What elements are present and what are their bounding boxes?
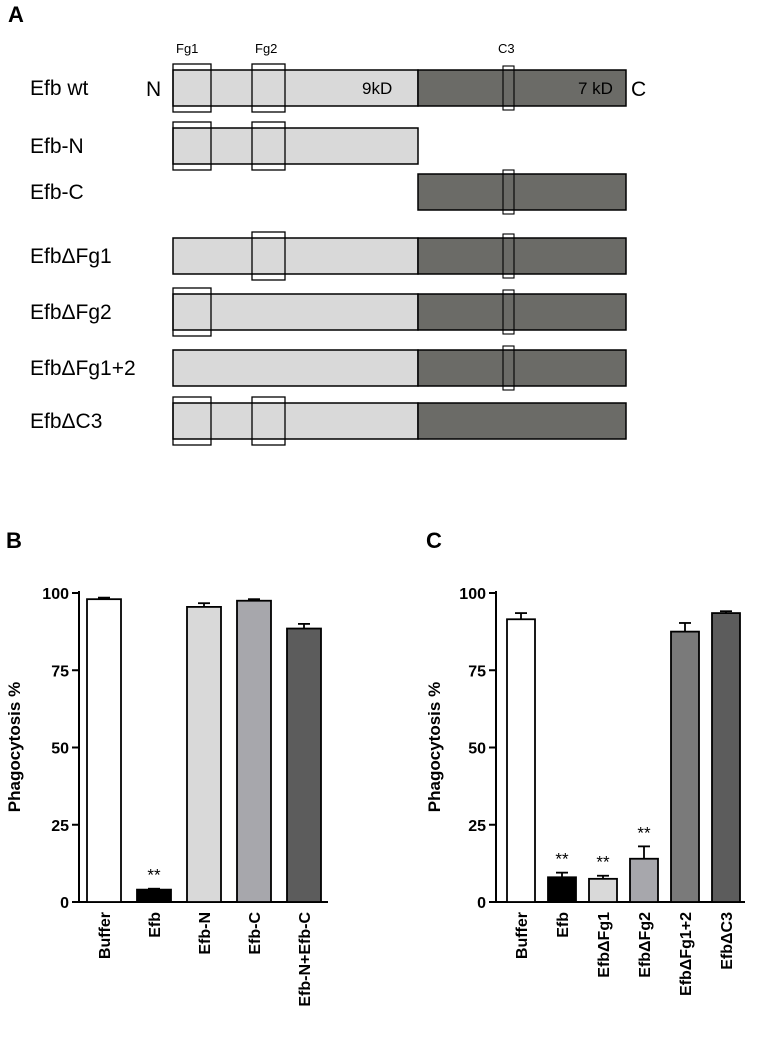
- bar: [506, 618, 536, 903]
- n-domain-block: [172, 237, 419, 275]
- y-tick-label: 75: [468, 663, 486, 680]
- significance-marker: **: [637, 823, 651, 842]
- c-domain-block: [417, 293, 627, 331]
- fg1-motif-box: [172, 287, 212, 337]
- fg2-motif-box: [251, 231, 286, 281]
- bar: [670, 630, 700, 903]
- panel-b-label: B: [6, 528, 22, 553]
- fg2-motif-box: [251, 63, 286, 113]
- construct-label: EfbΔFg1+2: [30, 357, 136, 380]
- n-domain-block: [172, 402, 419, 440]
- c3-motif-label: C3: [498, 41, 515, 56]
- panel-c-y-axis-title: Phagocytosis %: [425, 682, 444, 812]
- x-category-label: Efb: [555, 912, 572, 938]
- construct-label: EfbΔC3: [30, 410, 102, 433]
- fg2-motif-box: [251, 396, 286, 446]
- y-tick-label: 50: [51, 741, 69, 758]
- y-tick-label: 100: [42, 586, 69, 603]
- construct-label: Efb wt: [30, 77, 89, 100]
- y-tick-label: 0: [477, 895, 486, 912]
- y-tick-label: 50: [468, 741, 486, 758]
- n-domain-block: [172, 127, 419, 165]
- x-category-label: Efb-C: [247, 912, 264, 955]
- n-domain-block: [172, 349, 419, 387]
- construct-label: Efb-C: [30, 181, 84, 204]
- c3-motif-box: [502, 65, 515, 111]
- panel-b-bar-chart: B Phagocytosis % 0 25 50 75 100 Buffer ** Efb Ef…: [5, 528, 328, 1007]
- bar: [186, 606, 222, 903]
- y-tick-label: 25: [51, 818, 69, 835]
- significance-marker: **: [596, 853, 610, 872]
- fg2-motif-label: Fg2: [255, 41, 277, 56]
- bar: [588, 877, 618, 903]
- x-category-label: EfbΔFg1: [596, 912, 613, 978]
- x-category-label: Efb-N+Efb-C: [297, 912, 314, 1007]
- bar: [629, 857, 659, 903]
- c-domain-block: [417, 173, 627, 211]
- fg1-motif-label: Fg1: [176, 41, 198, 56]
- n-domain-size-label: 9kD: [362, 79, 392, 98]
- x-category-label: EfbΔFg1+2: [678, 912, 695, 996]
- c-domain-block: [417, 402, 627, 440]
- x-category-label: Buffer: [514, 912, 531, 959]
- panel-c-label: C: [426, 528, 442, 553]
- construct-label: EfbΔFg2: [30, 301, 112, 324]
- x-category-label: Efb: [147, 912, 164, 938]
- c3-motif-box: [502, 169, 515, 215]
- bar: [711, 612, 741, 903]
- panel-a-label: A: [8, 2, 24, 27]
- c-domain-block: [417, 349, 627, 387]
- construct-label: Efb-N: [30, 135, 84, 158]
- n-domain-block: [172, 69, 419, 107]
- c-domain-block: [417, 69, 627, 107]
- c-terminus-label: C: [631, 78, 646, 101]
- y-tick-label: 25: [468, 818, 486, 835]
- panel-a-domain-diagram: A Fg1 Fg2 C3 N C Efb wt Efb-N Efb-C EfbΔFg1…: [8, 2, 646, 446]
- x-category-label: EfbΔFg2: [637, 912, 654, 978]
- fg2-motif-box: [251, 121, 286, 171]
- significance-marker: **: [147, 866, 161, 885]
- fg1-motif-box: [172, 396, 212, 446]
- x-category-label: Buffer: [97, 912, 114, 959]
- n-terminus-label: N: [146, 78, 161, 101]
- c-domain-size-label: 7 kD: [578, 79, 613, 98]
- c-domain-block: [417, 237, 627, 275]
- bar: [236, 599, 272, 903]
- x-category-label: EfbΔC3: [719, 912, 736, 970]
- construct-label: EfbΔFg1: [30, 245, 112, 268]
- panel-b-y-axis-title: Phagocytosis %: [5, 682, 24, 812]
- y-tick-label: 0: [60, 895, 69, 912]
- c3-motif-box: [502, 233, 515, 279]
- n-domain-block: [172, 293, 419, 331]
- x-category-label: Efb-N: [197, 912, 214, 955]
- panel-c-bar-chart: C Phagocytosis % 0 25 50 75 100 Buffer ** Efb **…: [425, 528, 745, 996]
- bar: [86, 598, 122, 903]
- bar: [136, 888, 172, 903]
- bar: [547, 876, 577, 903]
- y-tick-label: 100: [459, 586, 486, 603]
- fg1-motif-box: [172, 63, 212, 113]
- c3-motif-box: [502, 345, 515, 391]
- significance-marker: **: [555, 850, 569, 869]
- bar: [286, 627, 322, 903]
- y-tick-label: 75: [51, 663, 69, 680]
- fg1-motif-box: [172, 121, 212, 171]
- c3-motif-box: [502, 289, 515, 335]
